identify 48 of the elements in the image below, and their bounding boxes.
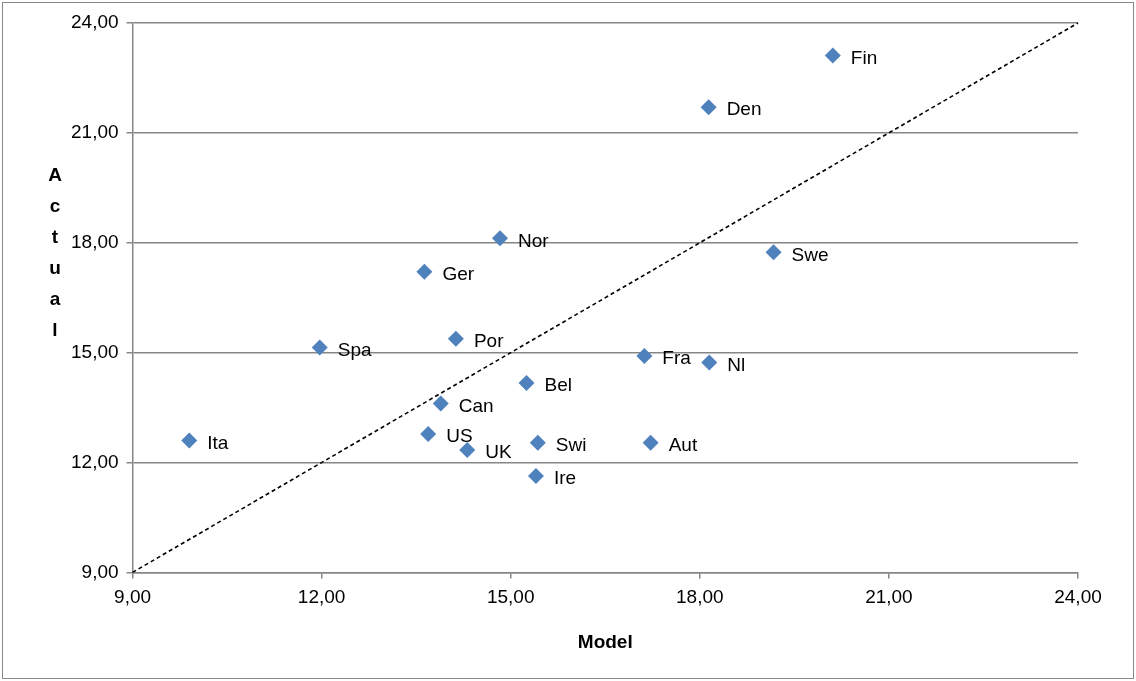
point <box>447 330 464 347</box>
point <box>518 375 535 392</box>
point <box>765 244 782 261</box>
annotation: Ger <box>442 262 475 284</box>
point <box>527 468 544 485</box>
y-tick-label: 21,00 <box>71 121 119 143</box>
annotation: Can <box>458 394 494 416</box>
y-tick-label: 15,00 <box>71 340 119 362</box>
x-tick-label: 24,00 <box>1054 586 1102 608</box>
x-tick-label: 21,00 <box>865 586 913 608</box>
annotation: Aut <box>668 433 698 455</box>
y-tick-label: 18,00 <box>71 230 119 252</box>
annotation: Nor <box>518 229 550 251</box>
annotation: Bel <box>544 374 572 396</box>
y-tick-label: 9,00 <box>81 560 119 582</box>
x-tick-label: 18,00 <box>676 586 724 608</box>
point <box>636 347 653 364</box>
annotation: Swi <box>555 433 587 455</box>
annotation: Spa <box>337 338 372 360</box>
point <box>700 99 717 116</box>
annotation: US <box>446 425 473 447</box>
y-tick-label: 24,00 <box>71 11 119 33</box>
annotation: Ire <box>553 467 577 489</box>
point <box>642 434 659 451</box>
annotation: UK <box>485 441 512 463</box>
point <box>492 230 509 247</box>
point <box>420 425 437 442</box>
point <box>701 354 718 371</box>
annotation: Fra <box>662 347 692 369</box>
x-tick-label: 9,00 <box>114 586 152 608</box>
annotation: Den <box>726 98 762 120</box>
y-tick-label: 12,00 <box>71 450 119 472</box>
annotation: Fin <box>850 46 878 68</box>
annotation: Ita <box>207 431 229 453</box>
x-tick-label: 15,00 <box>486 586 535 608</box>
point <box>459 442 476 459</box>
x-tick-label: 12,00 <box>297 586 346 608</box>
annotation: Swe <box>791 243 829 265</box>
annotation: Por <box>473 329 505 351</box>
point <box>529 434 546 451</box>
x-axis-title: Model <box>577 630 633 652</box>
point <box>432 395 449 412</box>
y-axis-title: Actual <box>48 164 63 341</box>
annotation: Nl <box>727 353 746 375</box>
point <box>824 47 841 64</box>
point <box>311 339 328 356</box>
point <box>181 432 198 449</box>
point <box>416 263 433 280</box>
